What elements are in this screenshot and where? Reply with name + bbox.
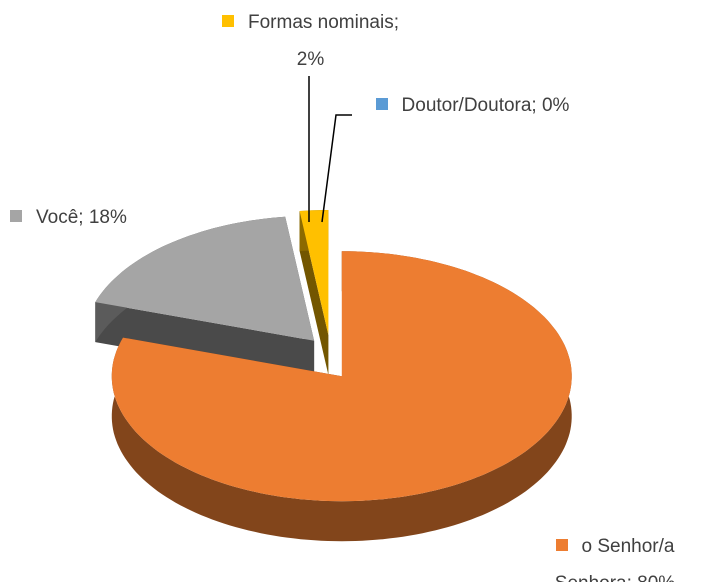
data-label: Formas nominais; 2% [213, 4, 408, 78]
legend-marker [555, 539, 568, 551]
data-label: Doutor/Doutora; 0% [355, 87, 590, 124]
slices [95, 210, 572, 542]
label-text: Doutor/Doutora; 0% [401, 95, 570, 116]
slice-side [299, 211, 329, 375]
legend-marker [10, 210, 22, 222]
slice [299, 210, 329, 335]
slice [111, 251, 572, 502]
data-label: Você; 18% [10, 199, 230, 236]
label-text: o Senhor/a Senhora; 80% [555, 536, 675, 582]
legend-marker [222, 15, 234, 27]
slice [95, 216, 315, 341]
leader-line [321, 114, 352, 223]
label-text: Você; 18% [36, 207, 127, 228]
slice-side [95, 302, 315, 381]
data-label: o Senhor/a Senhora; 80% [520, 528, 710, 582]
legend-marker [375, 98, 388, 110]
label-text: Formas nominais; 2% [248, 12, 399, 70]
